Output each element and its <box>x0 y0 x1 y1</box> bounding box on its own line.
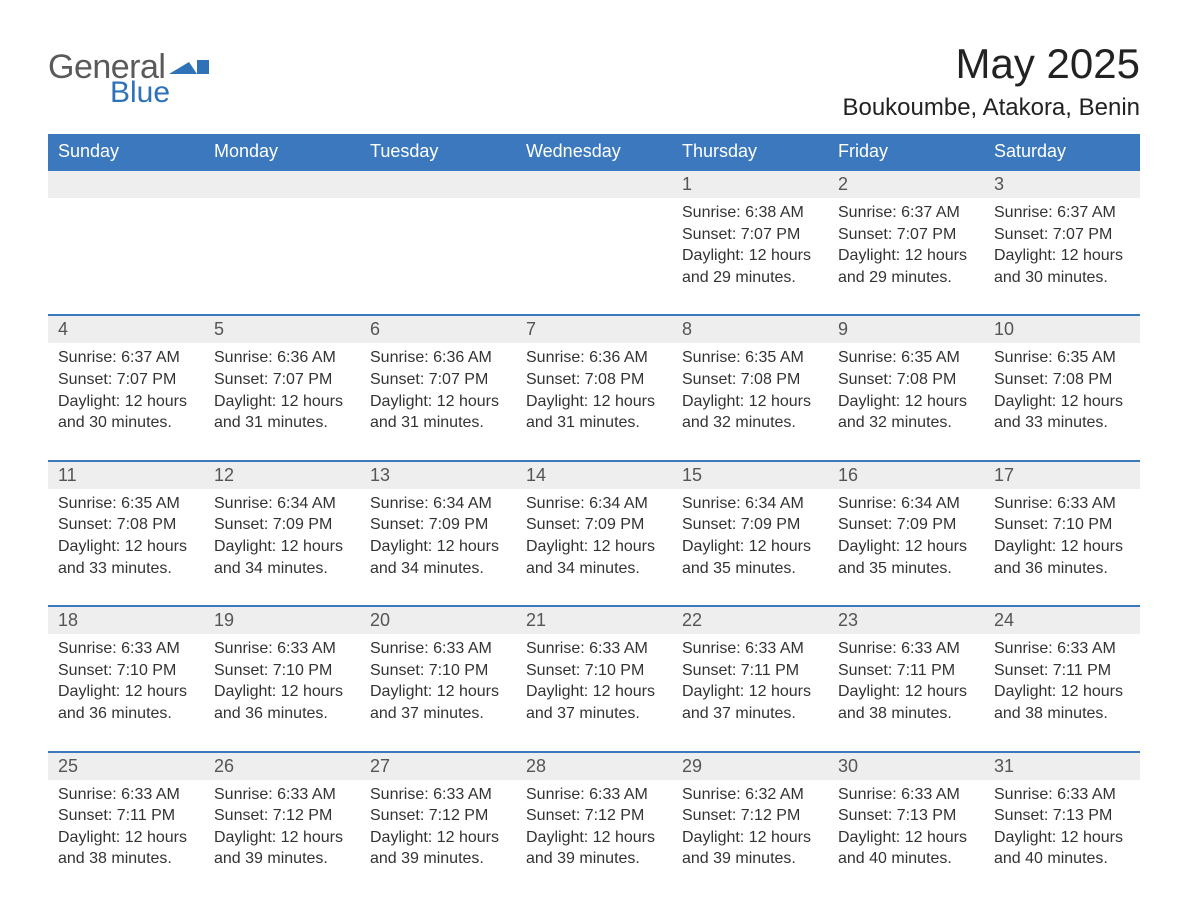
day-number-cell: 22 <box>672 606 828 634</box>
day-number-row: 25262728293031 <box>48 752 1140 780</box>
brand-logo: General Blue <box>48 50 209 108</box>
day-number-cell: 8 <box>672 315 828 343</box>
day-number-cell <box>360 170 516 198</box>
day-number-cell: 15 <box>672 461 828 489</box>
day-number-cell <box>204 170 360 198</box>
day-number-cell: 18 <box>48 606 204 634</box>
day-details-cell: Sunrise: 6:33 AMSunset: 7:13 PMDaylight:… <box>828 780 984 896</box>
day-number-cell: 13 <box>360 461 516 489</box>
day-number-cell: 6 <box>360 315 516 343</box>
calendar-table: Sunday Monday Tuesday Wednesday Thursday… <box>48 134 1140 896</box>
day-number-cell: 20 <box>360 606 516 634</box>
day-number-cell: 21 <box>516 606 672 634</box>
calendar-body: 123Sunrise: 6:38 AMSunset: 7:07 PMDaylig… <box>48 170 1140 896</box>
day-number-row: 45678910 <box>48 315 1140 343</box>
day-number-cell: 30 <box>828 752 984 780</box>
day-number-row: 11121314151617 <box>48 461 1140 489</box>
day-details-row: Sunrise: 6:35 AMSunset: 7:08 PMDaylight:… <box>48 489 1140 606</box>
weekday-header: Wednesday <box>516 134 672 170</box>
day-number-cell: 9 <box>828 315 984 343</box>
day-number-cell: 25 <box>48 752 204 780</box>
day-number-cell: 24 <box>984 606 1140 634</box>
day-number-cell: 31 <box>984 752 1140 780</box>
month-title: May 2025 <box>842 40 1140 88</box>
day-number-cell: 28 <box>516 752 672 780</box>
weekday-header: Sunday <box>48 134 204 170</box>
day-details-row: Sunrise: 6:33 AMSunset: 7:11 PMDaylight:… <box>48 780 1140 896</box>
day-number-cell <box>516 170 672 198</box>
day-details-cell: Sunrise: 6:37 AMSunset: 7:07 PMDaylight:… <box>48 343 204 460</box>
day-details-cell <box>516 198 672 315</box>
day-number-cell: 29 <box>672 752 828 780</box>
day-details-cell: Sunrise: 6:36 AMSunset: 7:08 PMDaylight:… <box>516 343 672 460</box>
day-details-row: Sunrise: 6:38 AMSunset: 7:07 PMDaylight:… <box>48 198 1140 315</box>
day-number-cell: 26 <box>204 752 360 780</box>
day-number-cell: 5 <box>204 315 360 343</box>
day-details-cell: Sunrise: 6:33 AMSunset: 7:10 PMDaylight:… <box>360 634 516 751</box>
day-number-cell: 19 <box>204 606 360 634</box>
day-details-cell <box>48 198 204 315</box>
day-details-cell: Sunrise: 6:36 AMSunset: 7:07 PMDaylight:… <box>204 343 360 460</box>
day-details-cell: Sunrise: 6:32 AMSunset: 7:12 PMDaylight:… <box>672 780 828 896</box>
day-details-cell: Sunrise: 6:33 AMSunset: 7:10 PMDaylight:… <box>984 489 1140 606</box>
day-number-cell: 27 <box>360 752 516 780</box>
day-number-cell: 16 <box>828 461 984 489</box>
day-details-cell: Sunrise: 6:33 AMSunset: 7:10 PMDaylight:… <box>204 634 360 751</box>
day-details-cell: Sunrise: 6:35 AMSunset: 7:08 PMDaylight:… <box>828 343 984 460</box>
header: General Blue May 2025 Boukoumbe, Atakora… <box>48 40 1140 122</box>
day-details-cell: Sunrise: 6:34 AMSunset: 7:09 PMDaylight:… <box>360 489 516 606</box>
day-number-row: 123 <box>48 170 1140 198</box>
day-details-cell: Sunrise: 6:37 AMSunset: 7:07 PMDaylight:… <box>828 198 984 315</box>
day-number-cell: 7 <box>516 315 672 343</box>
day-details-row: Sunrise: 6:33 AMSunset: 7:10 PMDaylight:… <box>48 634 1140 751</box>
title-block: May 2025 Boukoumbe, Atakora, Benin <box>842 40 1140 122</box>
day-details-cell: Sunrise: 6:35 AMSunset: 7:08 PMDaylight:… <box>48 489 204 606</box>
brand-text-blue: Blue <box>110 78 209 108</box>
day-details-cell: Sunrise: 6:33 AMSunset: 7:12 PMDaylight:… <box>516 780 672 896</box>
day-number-cell: 10 <box>984 315 1140 343</box>
day-details-cell <box>360 198 516 315</box>
day-number-cell: 23 <box>828 606 984 634</box>
day-details-row: Sunrise: 6:37 AMSunset: 7:07 PMDaylight:… <box>48 343 1140 460</box>
weekday-header: Monday <box>204 134 360 170</box>
day-details-cell: Sunrise: 6:33 AMSunset: 7:11 PMDaylight:… <box>828 634 984 751</box>
weekday-header: Thursday <box>672 134 828 170</box>
day-details-cell: Sunrise: 6:33 AMSunset: 7:12 PMDaylight:… <box>360 780 516 896</box>
day-details-cell: Sunrise: 6:35 AMSunset: 7:08 PMDaylight:… <box>984 343 1140 460</box>
day-details-cell: Sunrise: 6:33 AMSunset: 7:10 PMDaylight:… <box>48 634 204 751</box>
day-number-cell: 17 <box>984 461 1140 489</box>
weekday-header: Friday <box>828 134 984 170</box>
day-details-cell: Sunrise: 6:37 AMSunset: 7:07 PMDaylight:… <box>984 198 1140 315</box>
day-details-cell: Sunrise: 6:34 AMSunset: 7:09 PMDaylight:… <box>672 489 828 606</box>
location-text: Boukoumbe, Atakora, Benin <box>842 94 1140 122</box>
day-number-cell <box>48 170 204 198</box>
day-number-row: 18192021222324 <box>48 606 1140 634</box>
day-number-cell: 4 <box>48 315 204 343</box>
day-details-cell <box>204 198 360 315</box>
day-details-cell: Sunrise: 6:38 AMSunset: 7:07 PMDaylight:… <box>672 198 828 315</box>
day-details-cell: Sunrise: 6:33 AMSunset: 7:13 PMDaylight:… <box>984 780 1140 896</box>
day-number-cell: 14 <box>516 461 672 489</box>
day-number-cell: 11 <box>48 461 204 489</box>
day-details-cell: Sunrise: 6:33 AMSunset: 7:11 PMDaylight:… <box>48 780 204 896</box>
day-details-cell: Sunrise: 6:34 AMSunset: 7:09 PMDaylight:… <box>516 489 672 606</box>
day-number-cell: 12 <box>204 461 360 489</box>
day-details-cell: Sunrise: 6:36 AMSunset: 7:07 PMDaylight:… <box>360 343 516 460</box>
day-details-cell: Sunrise: 6:33 AMSunset: 7:11 PMDaylight:… <box>672 634 828 751</box>
weekday-header: Saturday <box>984 134 1140 170</box>
day-details-cell: Sunrise: 6:33 AMSunset: 7:10 PMDaylight:… <box>516 634 672 751</box>
day-details-cell: Sunrise: 6:34 AMSunset: 7:09 PMDaylight:… <box>204 489 360 606</box>
weekday-header-row: Sunday Monday Tuesday Wednesday Thursday… <box>48 134 1140 170</box>
weekday-header: Tuesday <box>360 134 516 170</box>
day-details-cell: Sunrise: 6:34 AMSunset: 7:09 PMDaylight:… <box>828 489 984 606</box>
day-details-cell: Sunrise: 6:33 AMSunset: 7:11 PMDaylight:… <box>984 634 1140 751</box>
day-number-cell: 1 <box>672 170 828 198</box>
day-details-cell: Sunrise: 6:33 AMSunset: 7:12 PMDaylight:… <box>204 780 360 896</box>
day-number-cell: 3 <box>984 170 1140 198</box>
day-number-cell: 2 <box>828 170 984 198</box>
day-details-cell: Sunrise: 6:35 AMSunset: 7:08 PMDaylight:… <box>672 343 828 460</box>
